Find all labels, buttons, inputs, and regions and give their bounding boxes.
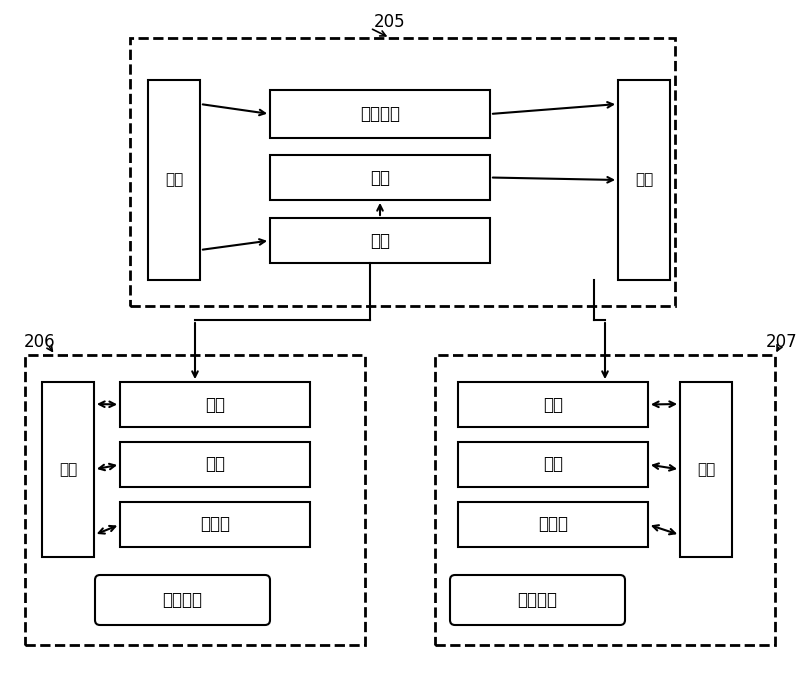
FancyBboxPatch shape xyxy=(450,575,625,625)
Text: 207: 207 xyxy=(766,333,798,351)
FancyBboxPatch shape xyxy=(120,502,310,547)
FancyBboxPatch shape xyxy=(148,80,200,280)
Text: 信息埋入: 信息埋入 xyxy=(518,591,558,609)
Text: 接口: 接口 xyxy=(205,396,225,414)
Text: 硬盘: 硬盘 xyxy=(205,455,225,473)
Text: 205: 205 xyxy=(374,13,406,31)
FancyBboxPatch shape xyxy=(680,382,732,557)
FancyBboxPatch shape xyxy=(130,38,675,306)
Text: 硬盘: 硬盘 xyxy=(543,455,563,473)
Text: 打印: 打印 xyxy=(635,173,653,187)
Text: 206: 206 xyxy=(24,333,56,351)
Text: 打印: 打印 xyxy=(697,462,715,477)
FancyBboxPatch shape xyxy=(458,502,648,547)
FancyBboxPatch shape xyxy=(120,382,310,427)
Text: 存储器: 存储器 xyxy=(538,516,568,534)
FancyBboxPatch shape xyxy=(42,382,94,557)
FancyBboxPatch shape xyxy=(435,355,775,645)
Text: 复写处理: 复写处理 xyxy=(360,105,400,123)
Text: 打印: 打印 xyxy=(59,462,77,477)
Text: 扫描: 扫描 xyxy=(165,173,183,187)
FancyBboxPatch shape xyxy=(95,575,270,625)
Text: 信息识别: 信息识别 xyxy=(162,591,202,609)
Text: 存储器: 存储器 xyxy=(200,516,230,534)
Text: 接口: 接口 xyxy=(370,232,390,250)
Text: 接口: 接口 xyxy=(543,396,563,414)
Text: 接口: 接口 xyxy=(370,169,390,187)
FancyBboxPatch shape xyxy=(458,442,648,487)
FancyBboxPatch shape xyxy=(458,382,648,427)
FancyBboxPatch shape xyxy=(120,442,310,487)
FancyBboxPatch shape xyxy=(25,355,365,645)
FancyBboxPatch shape xyxy=(270,155,490,200)
FancyBboxPatch shape xyxy=(270,218,490,263)
FancyBboxPatch shape xyxy=(270,90,490,138)
FancyBboxPatch shape xyxy=(618,80,670,280)
